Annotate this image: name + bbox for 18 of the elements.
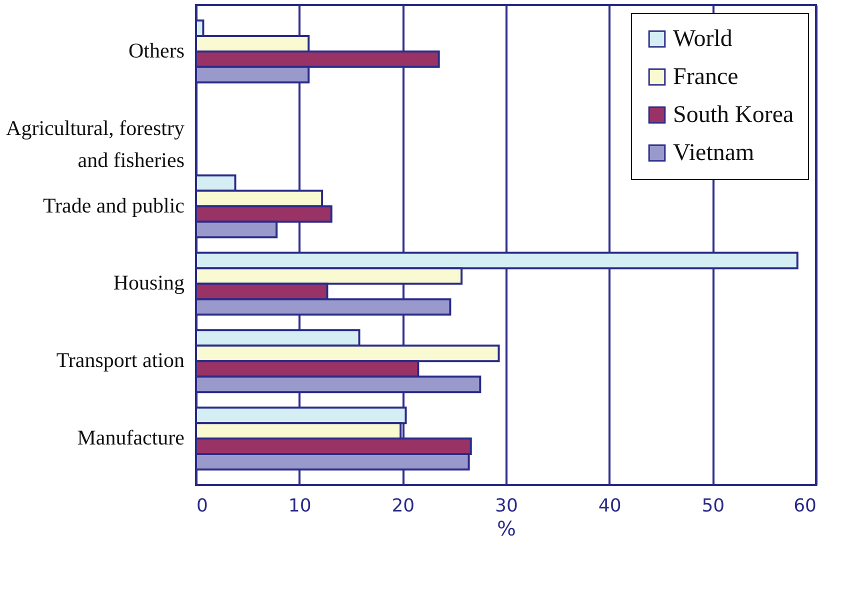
y-tick-label: Others	[128, 38, 184, 62]
legend-label: South Korea	[673, 102, 794, 128]
x-tick-label: 0	[196, 496, 208, 516]
y-tick-label: Transport ation	[56, 348, 185, 372]
legend-label: World	[673, 26, 732, 52]
x-tick-label: 60	[794, 496, 816, 516]
x-axis-title: %	[496, 516, 516, 540]
x-tick-label: 20	[392, 496, 415, 516]
legend-label: Vietnam	[673, 140, 755, 166]
x-tick-label: 10	[288, 496, 312, 516]
y-tick-label: Agricultural, forestry and fisheries	[6, 116, 185, 172]
x-tick-label: 50	[702, 496, 725, 516]
y-tick-label: Trade and public	[42, 193, 184, 218]
x-tick-label: 30	[495, 496, 518, 516]
legend-label: France	[673, 64, 738, 90]
y-tick-label: Housing	[113, 270, 185, 295]
x-tick-label: 40	[598, 496, 622, 516]
y-tick-label: Manufacture	[77, 426, 184, 450]
